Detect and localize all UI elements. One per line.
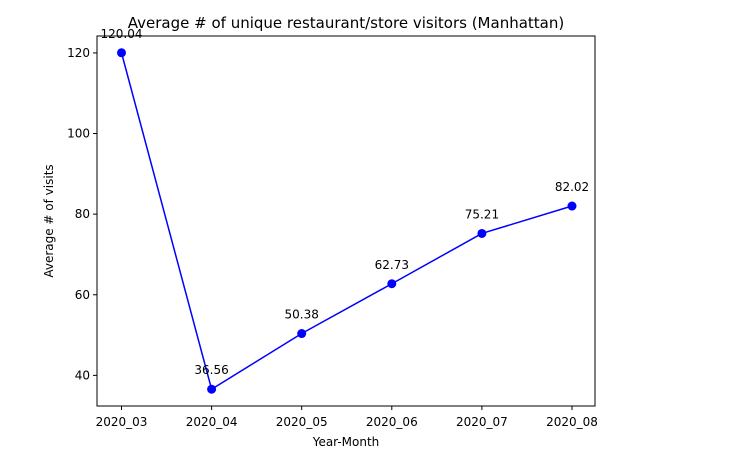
y-axis-ticks: 40 60 80 100 120 <box>67 46 97 382</box>
data-point <box>207 384 217 394</box>
series-layer <box>117 48 577 394</box>
y-tick-label: 80 <box>75 207 90 221</box>
x-tick-label: 2020_07 <box>456 415 508 429</box>
y-tick-label: 120 <box>67 46 90 60</box>
data-label: 36.56 <box>194 363 228 377</box>
data-point <box>477 228 487 238</box>
data-label: 62.73 <box>375 258 409 272</box>
y-axis-label: Average # of visits <box>42 164 56 277</box>
chart-title: Average # of unique restaurant/store vis… <box>128 14 564 32</box>
series-line <box>120 52 573 391</box>
x-tick-label: 2020_08 <box>546 415 598 429</box>
x-axis-label: Year-Month <box>312 435 380 449</box>
x-tick-label: 2020_05 <box>276 415 328 429</box>
y-tick-label: 40 <box>75 368 90 382</box>
data-point <box>117 48 126 58</box>
x-tick-label: 2020_06 <box>366 415 418 429</box>
x-tick-label: 2020_04 <box>186 415 238 429</box>
x-tick-label: 2020_03 <box>96 415 148 429</box>
x-axis-ticks: 2020_03 2020_04 2020_05 2020_06 2020_07 2020_… <box>96 406 598 429</box>
data-point <box>567 201 577 211</box>
data-point <box>297 329 307 339</box>
data-labels-layer: 120.04 36.56 50.38 62.73 75.21 82.02 <box>101 27 590 377</box>
y-tick-label: 100 <box>67 127 90 141</box>
data-label: 82.02 <box>555 180 589 194</box>
plot-frame <box>96 35 596 407</box>
data-label: 50.38 <box>285 308 319 322</box>
data-point <box>387 279 397 289</box>
data-label: 120.04 <box>101 27 143 41</box>
y-tick-label: 60 <box>75 288 90 302</box>
data-label: 75.21 <box>465 207 499 221</box>
